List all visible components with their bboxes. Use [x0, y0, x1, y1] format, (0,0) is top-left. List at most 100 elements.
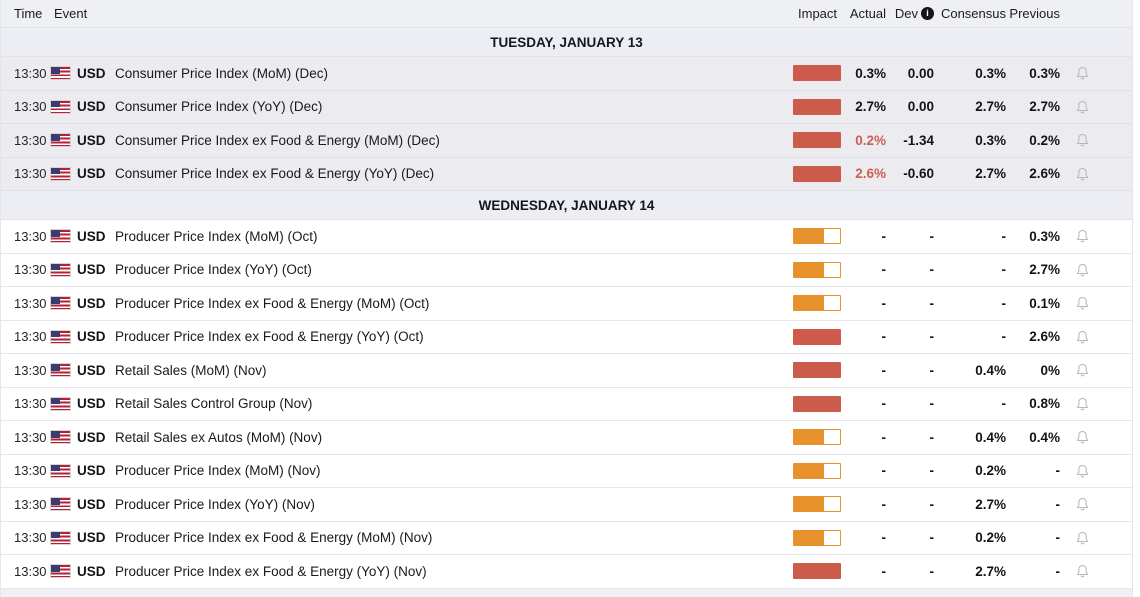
deviation-value: - [929, 563, 935, 579]
impact-bar [793, 429, 841, 446]
previous-value: 0% [1040, 362, 1060, 378]
impact-fill [793, 65, 841, 82]
bell-icon[interactable] [1075, 262, 1090, 278]
bell-icon[interactable] [1075, 396, 1090, 412]
impact-bar [793, 295, 841, 312]
currency-label: USD [77, 65, 106, 81]
actual-value: 2.6% [855, 166, 886, 182]
event-row[interactable]: 13:30 USD Producer Price Index ex Food & E… [1, 287, 1132, 321]
header-impact: Impact [798, 6, 838, 21]
event-row[interactable]: 13:30 USD Retail Sales Control Group (Nov)… [1, 387, 1132, 421]
event-time: 13:30 [14, 166, 47, 182]
event-row[interactable]: 13:30 USD Producer Price Index ex Food & E… [1, 320, 1132, 354]
bell-cell [1060, 396, 1104, 412]
bell-cell [1060, 132, 1104, 148]
us-flag-icon [51, 134, 70, 147]
event-time: 13:30 [14, 496, 47, 512]
bell-icon[interactable] [1075, 563, 1090, 579]
event-row[interactable]: 13:30 USD Producer Price Index (YoY) (Oct)… [1, 253, 1132, 287]
event-name[interactable]: Producer Price Index (YoY) (Oct) [115, 262, 312, 278]
event-name[interactable]: Consumer Price Index ex Food & Energy (M… [115, 132, 440, 148]
event-name[interactable]: Producer Price Index (MoM) (Nov) [115, 463, 321, 479]
previous-value: 2.6% [1029, 166, 1060, 182]
bell-cell [1060, 99, 1104, 115]
currency-label: USD [77, 228, 106, 244]
event-name[interactable]: Producer Price Index ex Food & Energy (M… [115, 295, 430, 311]
bell-cell [1060, 166, 1104, 182]
bell-icon[interactable] [1075, 295, 1090, 311]
bell-icon[interactable] [1075, 463, 1090, 479]
header-dev-label: Dev [894, 6, 918, 21]
event-row[interactable]: 13:30 USD Retail Sales ex Autos (MoM) (Nov… [1, 421, 1132, 455]
event-name[interactable]: Producer Price Index ex Food & Energy (M… [115, 530, 433, 546]
deviation-value: - [929, 228, 935, 244]
currency-label: USD [77, 563, 106, 579]
event-row[interactable]: 13:30 USD Producer Price Index (MoM) (Oct)… [1, 220, 1132, 254]
bell-icon[interactable] [1075, 530, 1090, 546]
bell-icon[interactable] [1075, 362, 1090, 378]
calendar-body: TUESDAY, JANUARY 13 13:30 USD Consumer Pric… [1, 28, 1132, 589]
bell-cell [1060, 329, 1104, 345]
previous-value: 0.2% [1029, 132, 1060, 148]
impact-fill [793, 429, 823, 446]
event-name[interactable]: Producer Price Index ex Food & Energy (Y… [115, 329, 424, 345]
flag-cell [51, 134, 73, 147]
event-row[interactable]: 13:30 USD Consumer Price Index (MoM) (Dec)… [1, 57, 1132, 91]
actual-value: - [881, 228, 887, 244]
event-name[interactable]: Retail Sales ex Autos (MoM) (Nov) [115, 429, 323, 445]
event-name[interactable]: Producer Price Index (YoY) (Nov) [115, 496, 315, 512]
event-row[interactable]: 13:30 USD Producer Price Index ex Food & E… [1, 555, 1132, 589]
deviation-value: - [929, 362, 935, 378]
bell-icon[interactable] [1075, 496, 1090, 512]
bell-cell [1060, 429, 1104, 445]
event-time: 13:30 [14, 362, 47, 378]
currency-label: USD [77, 295, 106, 311]
impact-bar [793, 462, 841, 479]
currency-label: USD [77, 530, 106, 546]
info-icon[interactable]: i [921, 7, 934, 20]
deviation-value: - [929, 329, 935, 345]
impact-cell [793, 563, 841, 580]
bell-icon[interactable] [1075, 132, 1090, 148]
event-row[interactable]: 13:30 USD Producer Price Index (YoY) (Nov)… [1, 488, 1132, 522]
previous-value: 2.7% [1029, 99, 1060, 115]
event-row[interactable]: 13:30 USD Producer Price Index (MoM) (Nov)… [1, 454, 1132, 488]
event-row[interactable]: 13:30 USD Consumer Price Index ex Food & E… [1, 157, 1132, 191]
bell-icon[interactable] [1075, 65, 1090, 81]
event-name[interactable]: Producer Price Index ex Food & Energy (Y… [115, 563, 427, 579]
currency-label: USD [77, 329, 106, 345]
deviation-value: - [929, 429, 935, 445]
impact-fill [793, 98, 841, 115]
bell-icon[interactable] [1075, 228, 1090, 244]
event-row[interactable]: 13:30 USD Retail Sales (MoM) (Nov) - - 0.4% 0% [1, 354, 1132, 388]
event-row[interactable]: 13:30 USD Consumer Price Index (YoY) (Dec)… [1, 90, 1132, 124]
impact-fill [793, 132, 841, 149]
currency-label: USD [77, 496, 106, 512]
currency-label: USD [77, 463, 106, 479]
bell-icon[interactable] [1075, 329, 1090, 345]
event-time: 13:30 [14, 530, 47, 546]
event-name[interactable]: Consumer Price Index (YoY) (Dec) [115, 99, 323, 115]
event-name[interactable]: Retail Sales (MoM) (Nov) [115, 362, 267, 378]
bell-icon[interactable] [1075, 166, 1090, 182]
bell-icon[interactable] [1075, 429, 1090, 445]
impact-fill [793, 228, 823, 245]
impact-bar [793, 362, 841, 379]
impact-empty-segment [823, 228, 841, 245]
event-row[interactable]: 13:30 USD Producer Price Index ex Food & E… [1, 521, 1132, 555]
consensus-value: 0.3% [975, 65, 1006, 81]
event-time: 13:30 [14, 329, 47, 345]
event-row[interactable]: 13:30 USD Consumer Price Index ex Food & E… [1, 124, 1132, 158]
event-name[interactable]: Consumer Price Index ex Food & Energy (Y… [115, 166, 435, 182]
event-name[interactable]: Producer Price Index (MoM) (Oct) [115, 228, 318, 244]
currency-label: USD [77, 132, 106, 148]
deviation-value: 0.00 [907, 65, 934, 81]
bell-cell [1060, 463, 1104, 479]
impact-cell [793, 362, 841, 379]
bell-icon[interactable] [1075, 99, 1090, 115]
event-name[interactable]: Consumer Price Index (MoM) (Dec) [115, 65, 329, 81]
actual-value: - [881, 329, 887, 345]
impact-empty-segment [823, 529, 841, 546]
impact-bar [793, 395, 841, 412]
event-name[interactable]: Retail Sales Control Group (Nov) [115, 396, 313, 412]
